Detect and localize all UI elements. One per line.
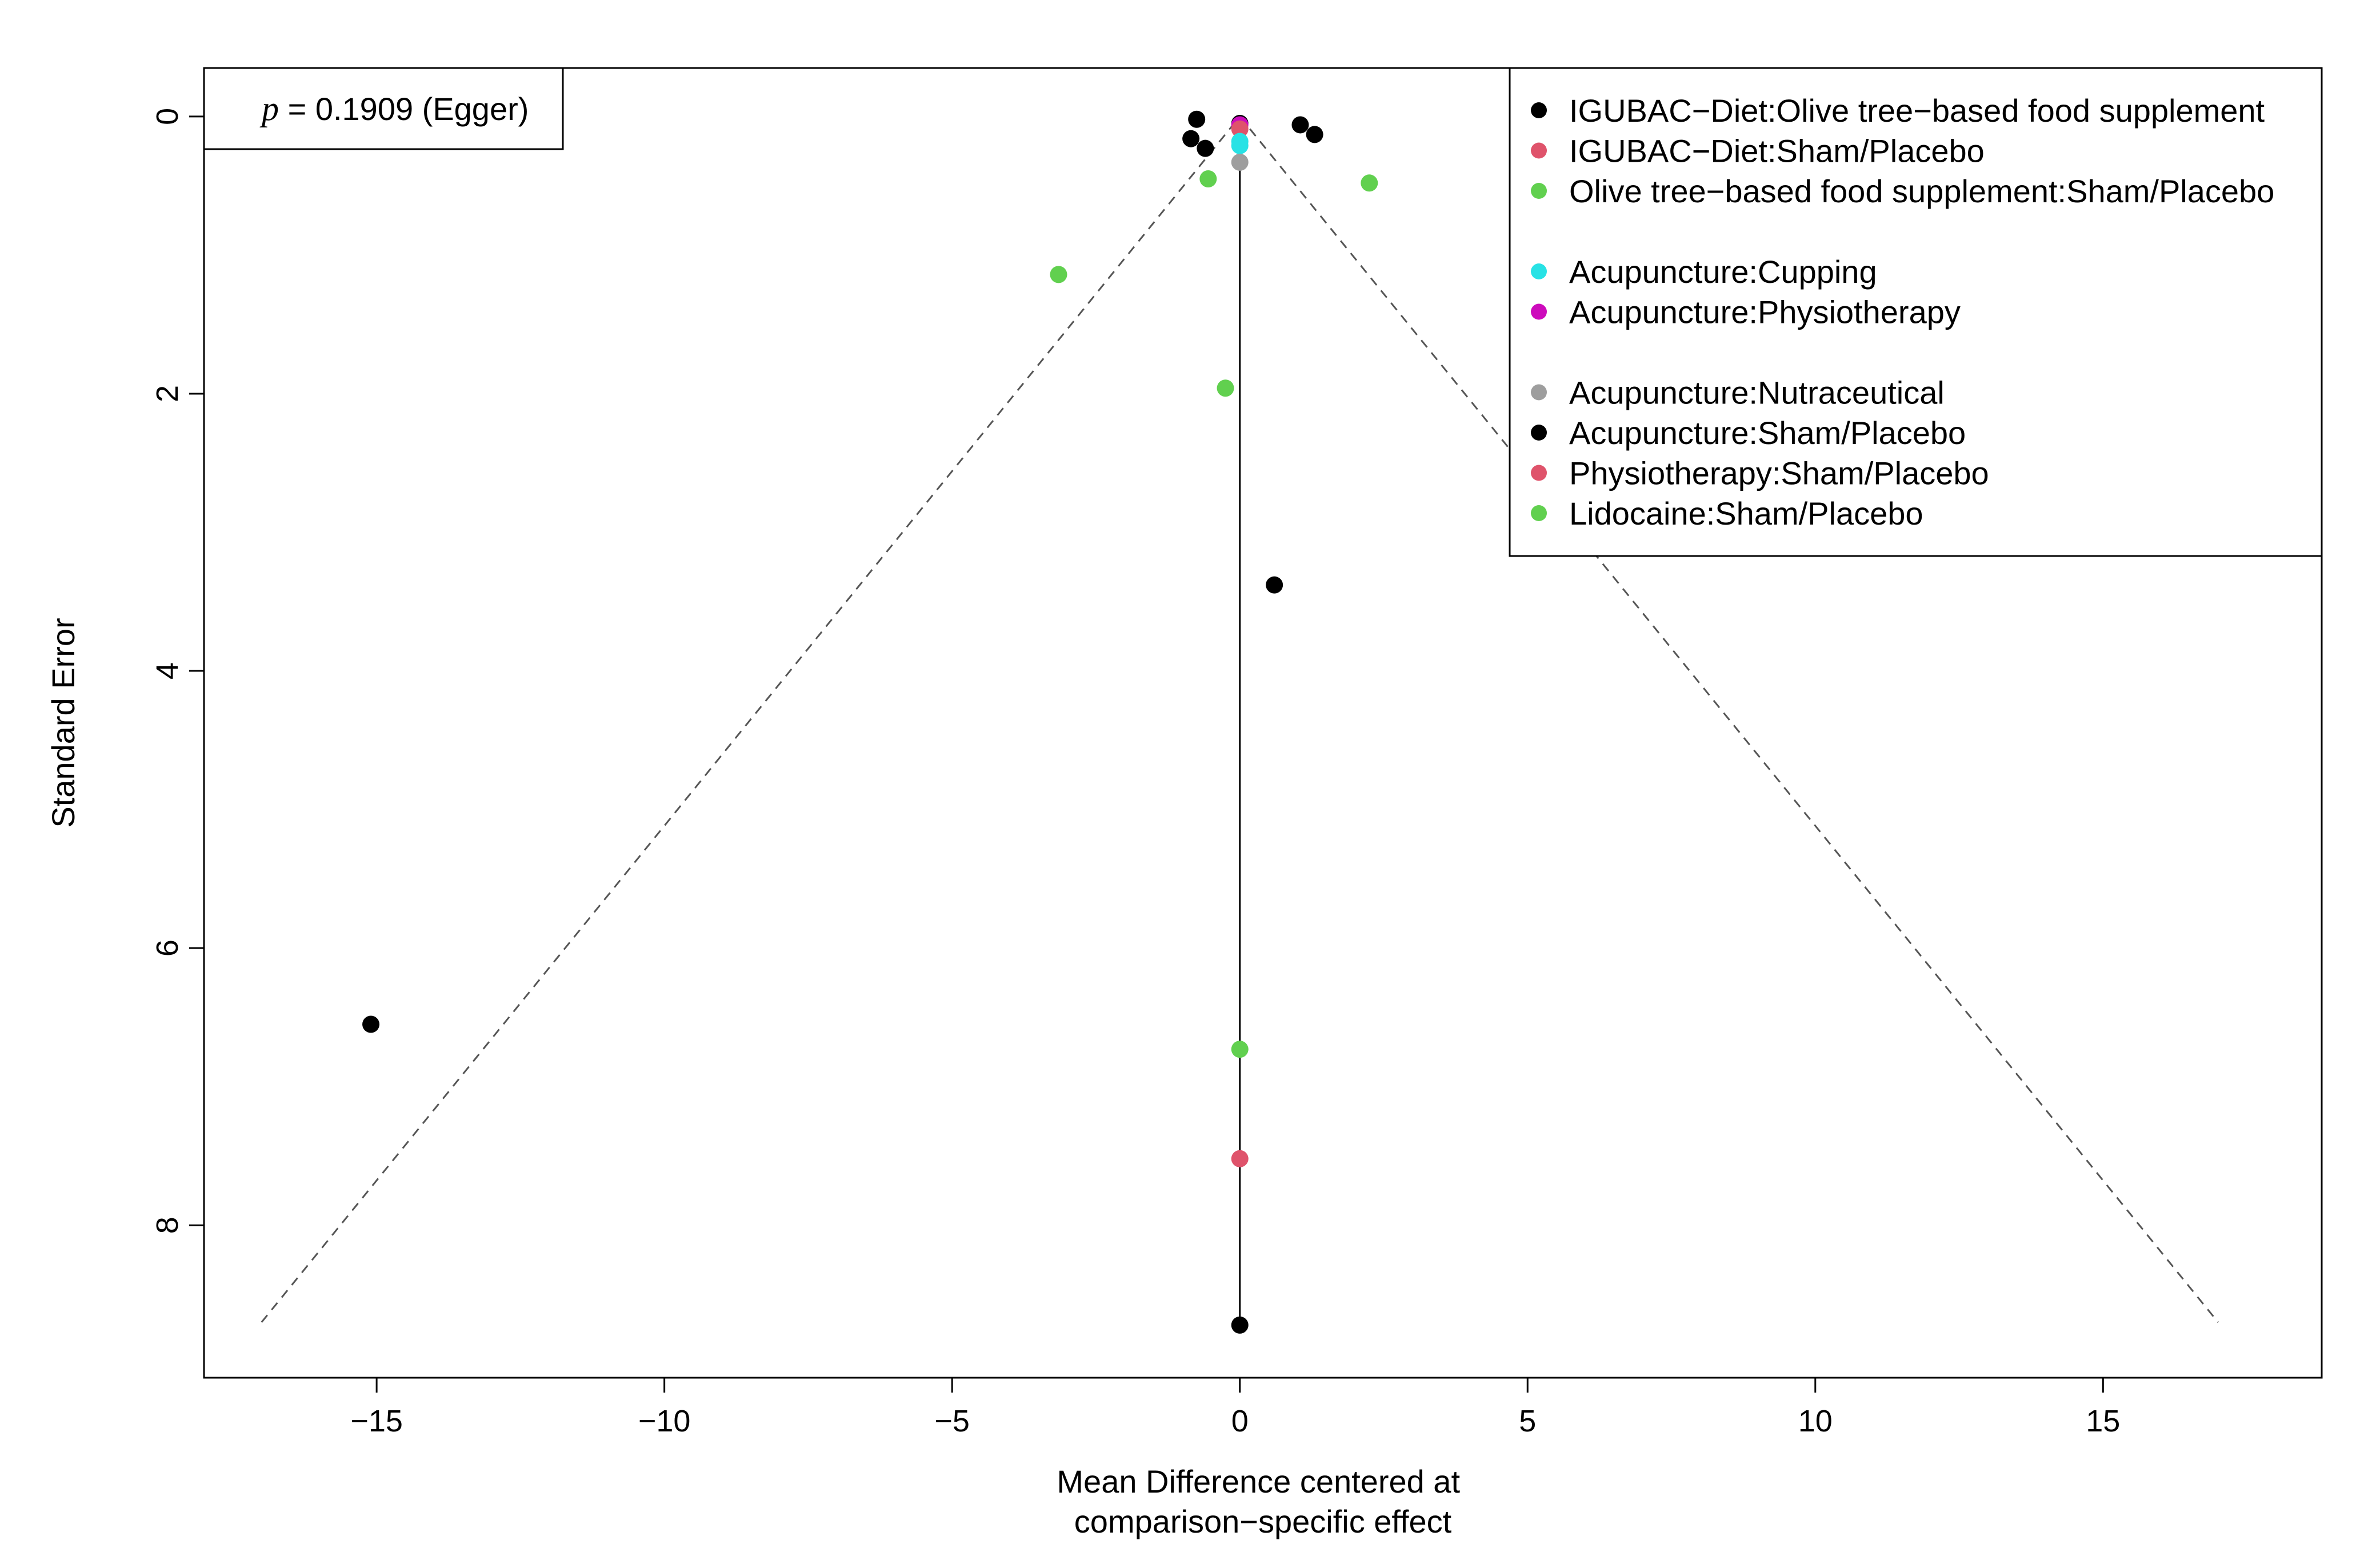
funnel-left-boundary xyxy=(261,115,1241,1323)
legend-item: Acupuncture:Nutraceutical xyxy=(1531,375,1945,411)
funnel-right-boundary xyxy=(1239,115,2219,1323)
legend-marker xyxy=(1531,425,1547,441)
legend-label: IGUBAC−Diet:Olive tree−based food supple… xyxy=(1569,93,2265,129)
legend-label: Acupuncture:Sham/Placebo xyxy=(1569,415,1966,451)
y-tick-label: 2 xyxy=(150,385,185,402)
egger-test-box: p = 0.1909 (Egger) xyxy=(203,67,564,150)
x-tick-label: 0 xyxy=(1231,1404,1249,1438)
legend-item: Acupuncture:Sham/Placebo xyxy=(1531,415,1966,451)
data-point xyxy=(1050,266,1067,283)
legend-marker xyxy=(1531,505,1547,521)
x-axis-title-line-2: comparison−specific effect xyxy=(1074,1503,1452,1539)
data-point xyxy=(1199,170,1217,188)
x-tick-label: −5 xyxy=(934,1404,970,1438)
x-axis: −15 −10 −5 0 5 10 15 xyxy=(350,1377,2120,1438)
y-tick-label: 4 xyxy=(150,662,185,679)
legend-label: Acupuncture:Nutraceutical xyxy=(1569,375,1945,411)
legend-marker xyxy=(1531,303,1547,320)
x-tick-label: −15 xyxy=(350,1404,403,1438)
legend-label: Olive tree−based food supplement:Sham/Pl… xyxy=(1569,173,2274,209)
legend-frame xyxy=(1509,67,2323,557)
data-point xyxy=(1197,139,1214,157)
data-point xyxy=(1361,174,1378,192)
data-point xyxy=(1217,379,1234,397)
x-tick-label: 10 xyxy=(1798,1404,1833,1438)
egger-p-value: = 0.1909 (Egger) xyxy=(288,91,529,127)
legend-item: IGUBAC−Diet:Sham/Placebo xyxy=(1531,133,1985,169)
legend-label: IGUBAC−Diet:Sham/Placebo xyxy=(1569,133,1985,169)
egger-p-symbol: p xyxy=(259,90,279,127)
legend: IGUBAC−Diet:Olive tree−based food supple… xyxy=(1509,67,2323,557)
x-tick-label: 5 xyxy=(1519,1404,1536,1438)
legend-item: Physiotherapy:Sham/Placebo xyxy=(1531,455,1989,491)
legend-item: Lidocaine:Sham/Placebo xyxy=(1531,495,1923,531)
data-point xyxy=(1188,110,1206,128)
egger-label: p = 0.1909 (Egger) xyxy=(259,90,529,127)
data-point xyxy=(1231,153,1249,171)
data-point xyxy=(1306,126,1323,143)
data-point xyxy=(362,1015,380,1033)
legend-item: Olive tree−based food supplement:Sham/Pl… xyxy=(1531,173,2274,209)
data-point xyxy=(1266,576,1283,594)
legend-marker xyxy=(1531,263,1547,279)
legend-label: Acupuncture:Physiotherapy xyxy=(1569,294,1961,330)
y-tick-label: 6 xyxy=(150,939,185,957)
x-tick-label: −10 xyxy=(638,1404,691,1438)
legend-item: Acupuncture:Physiotherapy xyxy=(1531,294,1961,330)
legend-label: Lidocaine:Sham/Placebo xyxy=(1569,495,1923,531)
y-tick-label: 8 xyxy=(150,1217,185,1234)
data-point xyxy=(1231,1150,1249,1167)
data-point xyxy=(1182,130,1200,147)
legend-marker xyxy=(1531,465,1547,481)
legend-label: Acupuncture:Cupping xyxy=(1569,254,1877,290)
data-layer xyxy=(261,110,2219,1334)
y-tick-label: 0 xyxy=(150,108,185,125)
data-point xyxy=(1231,120,1249,138)
legend-item: Acupuncture:Cupping xyxy=(1531,254,1877,290)
legend-marker xyxy=(1531,142,1547,159)
legend-item: IGUBAC−Diet:Olive tree−based food supple… xyxy=(1531,93,2265,129)
data-point xyxy=(1291,116,1309,134)
legend-marker xyxy=(1531,102,1547,118)
x-tick-label: 15 xyxy=(2086,1404,2120,1438)
y-axis-title: Standard Error xyxy=(45,618,81,827)
x-axis-title: Mean Difference centered at comparison−s… xyxy=(1057,1463,1469,1539)
y-axis: 0 2 4 6 8 xyxy=(150,108,205,1234)
x-axis-title-line-1: Mean Difference centered at xyxy=(1057,1463,1460,1499)
data-point xyxy=(1231,1316,1249,1334)
legend-marker xyxy=(1531,384,1547,401)
egger-box-frame xyxy=(203,67,564,150)
legend-marker xyxy=(1531,183,1547,199)
legend-label: Physiotherapy:Sham/Placebo xyxy=(1569,455,1989,491)
data-point xyxy=(1231,137,1249,154)
data-point xyxy=(1231,1041,1249,1058)
